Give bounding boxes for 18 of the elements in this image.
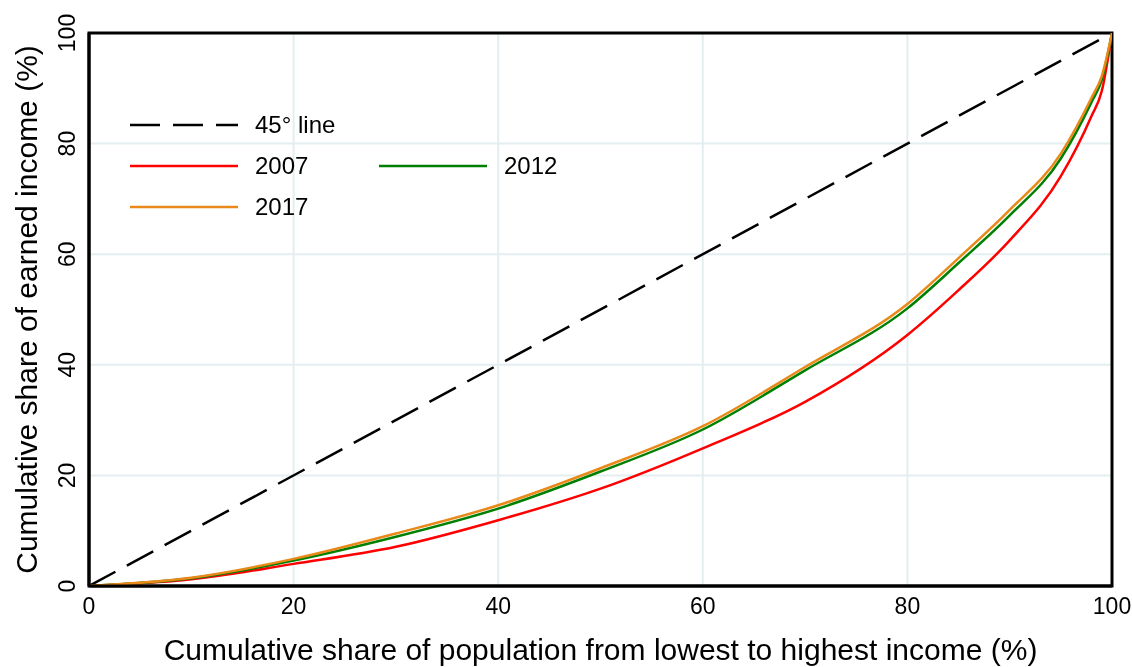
legend-label: 2012 — [504, 151, 558, 180]
x-tick-label: 20 — [280, 593, 307, 619]
y-tick-label: 0 — [54, 579, 80, 593]
x-tick-label: 60 — [690, 593, 716, 619]
legend-label: 45° line — [255, 110, 336, 139]
y-tick-label: 40 — [54, 352, 80, 378]
y-tick-label: 60 — [54, 241, 80, 267]
y-axis-title: Cumulative share of earned income (%) — [10, 45, 43, 574]
y-tick-label: 20 — [54, 462, 80, 489]
y-tick-label: 100 — [54, 13, 80, 53]
y-tick-label: 80 — [54, 130, 80, 157]
x-axis-title: Cumulative share of population from lowest to highest income (%) — [163, 633, 1038, 666]
x-tick-label: 80 — [894, 593, 921, 619]
x-tick-label: 40 — [485, 593, 511, 619]
x-tick-label: 0 — [82, 593, 96, 619]
legend-label: 2007 — [255, 151, 309, 180]
x-tick-label: 100 — [1092, 593, 1132, 619]
legend-label: 2017 — [255, 192, 309, 221]
